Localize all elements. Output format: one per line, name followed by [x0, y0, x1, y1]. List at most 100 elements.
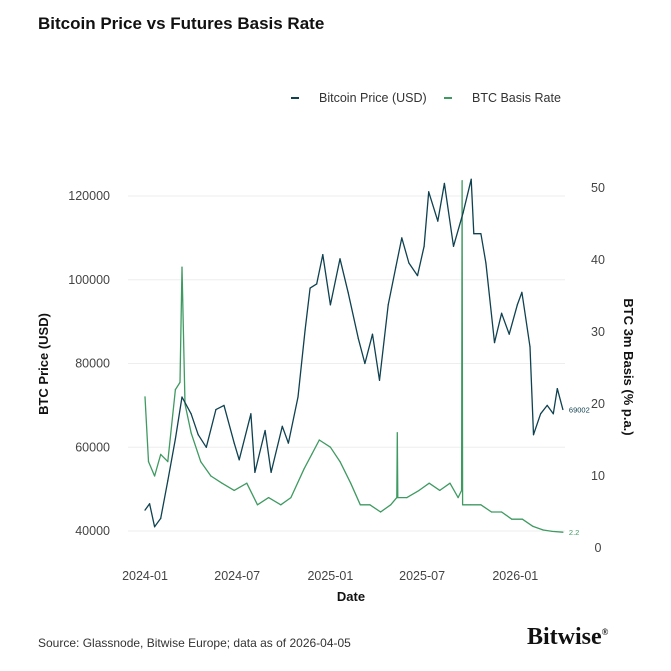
price-point: [287, 442, 289, 444]
basis-point: [147, 461, 150, 463]
basis-point: [190, 432, 192, 434]
legend-basis-label: BTC Basis Rate: [472, 91, 561, 105]
y-left-axis-label: BTC Price (USD): [36, 313, 51, 415]
price-point: [378, 379, 381, 381]
price-point: [154, 526, 156, 528]
basis-point: [181, 266, 183, 268]
price-point: [416, 274, 419, 277]
price-point: [174, 438, 176, 440]
basis-point: [551, 530, 553, 533]
price-point: [516, 304, 518, 306]
y-right-tick-label: 0: [595, 541, 602, 555]
price-point: [473, 233, 475, 235]
price-point: [437, 220, 439, 222]
x-tick-label: 2025-07: [399, 569, 445, 583]
basis-point: [390, 504, 392, 506]
basis-point: [521, 518, 523, 520]
price-point: [452, 245, 455, 247]
basis-point: [290, 497, 292, 499]
y-left-tick-label: 80000: [75, 357, 110, 371]
price-point: [144, 509, 146, 511]
basis-point: [311, 453, 313, 455]
price-point: [238, 459, 240, 461]
price-point: [408, 262, 410, 264]
price-point: [556, 388, 558, 390]
basis-point: [428, 482, 430, 484]
price-point: [521, 291, 523, 293]
price-point: [215, 408, 217, 411]
price-point: [485, 262, 487, 264]
price-point: [387, 304, 389, 306]
basis-point: [369, 504, 371, 506]
y-right-tick-label: 10: [591, 469, 605, 483]
basis-point: [461, 180, 463, 182]
bitwise-logo: Bitwise®: [527, 624, 609, 650]
basis-point: [439, 489, 441, 491]
price-point: [540, 413, 542, 415]
price-point: [357, 337, 359, 339]
basis-point: [532, 525, 534, 528]
price-point: [233, 442, 235, 444]
y-left-tick-label: 40000: [75, 524, 110, 538]
basis-point: [233, 489, 235, 491]
basis-point: [144, 396, 146, 398]
basis-point: [379, 511, 382, 513]
price-point: [347, 291, 349, 293]
price-end-label: 69002: [569, 406, 590, 415]
price-point: [223, 404, 225, 406]
basis-point: [318, 439, 320, 441]
price-point: [401, 237, 403, 239]
basis-point: [350, 482, 352, 484]
price-point: [493, 341, 496, 344]
basis-point: [397, 497, 399, 499]
basis-point: [396, 432, 398, 434]
price-point: [148, 503, 151, 505]
y-left-tick-label: 60000: [75, 440, 110, 454]
price-point: [270, 471, 272, 473]
basis-rate-line: [144, 180, 563, 533]
y-right-axis-label: BTC 3m Basis (% p.a.): [621, 298, 636, 435]
price-point: [428, 191, 430, 193]
basis-point: [179, 381, 181, 383]
x-tick-label: 2025-01: [307, 569, 353, 583]
basis-point: [280, 504, 282, 506]
price-point: [181, 396, 183, 398]
price-point: [205, 446, 207, 448]
basis-point: [167, 461, 169, 463]
price-point: [562, 408, 564, 411]
x-axis-label: Date: [337, 589, 365, 604]
price-point: [250, 413, 252, 415]
chart-title: Bitcoin Price vs Futures Basis Rate: [38, 14, 325, 33]
price-point: [364, 362, 366, 365]
x-tick-label: 2026-01: [492, 569, 538, 583]
y-right-tick-label: 20: [591, 397, 605, 411]
basis-point: [210, 475, 212, 477]
price-point: [395, 266, 397, 268]
x-tick-label: 2024-07: [214, 569, 260, 583]
basis-point: [490, 511, 493, 513]
basis-point: [303, 468, 305, 470]
price-point: [281, 425, 283, 427]
basis-point: [418, 489, 420, 491]
basis-point: [256, 504, 259, 506]
price-point: [552, 413, 554, 415]
price-point: [197, 434, 199, 436]
basis-point: [461, 489, 463, 491]
basis-point: [470, 504, 472, 506]
basis-point: [501, 511, 503, 513]
basis-point: [457, 497, 459, 499]
basis-point: [449, 482, 451, 484]
basis-point: [268, 497, 270, 499]
price-point: [508, 333, 510, 335]
price-point: [329, 304, 332, 306]
basis-point: [160, 453, 162, 455]
bitcoin-price-line: [144, 178, 564, 528]
price-point: [462, 212, 464, 214]
price-point: [371, 333, 374, 335]
price-point: [339, 258, 341, 260]
basis-point: [480, 504, 482, 506]
basis-end-label: 2.2: [569, 528, 579, 537]
price-point: [470, 178, 472, 180]
price-point: [423, 245, 425, 247]
